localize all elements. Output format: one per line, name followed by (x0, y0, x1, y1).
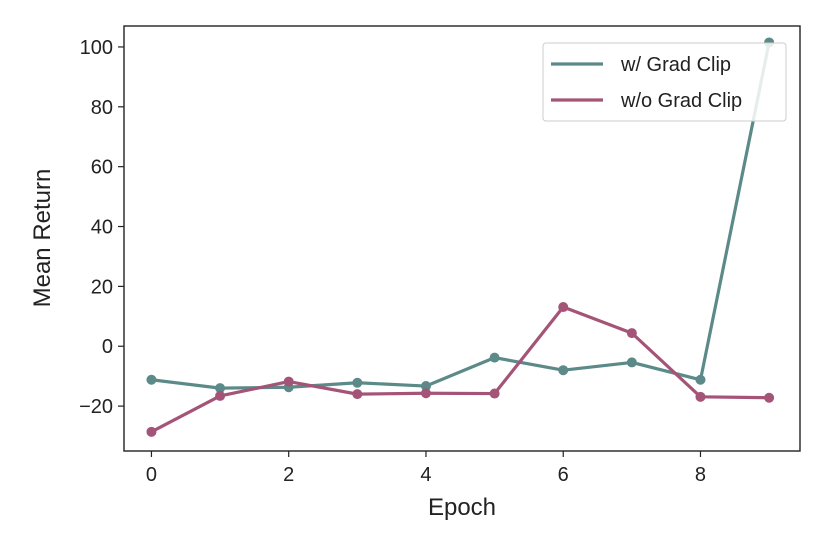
y-axis-title: Mean Return (29, 169, 56, 308)
data-point (420, 388, 431, 399)
legend: w/ Grad Clip w/o Grad Clip (542, 42, 787, 122)
x-tick-label: 4 (420, 464, 431, 486)
data-point (283, 376, 294, 387)
series-line-w-o-grad-clip (149, 305, 771, 434)
y-tick-label: 40 (91, 217, 113, 239)
legend-label: w/ Grad Clip (620, 54, 731, 76)
y-axis-ticks: −20 0 20 40 60 80 100 (79, 37, 124, 418)
y-tick-label: 60 (91, 157, 113, 179)
data-point (146, 374, 157, 385)
data-point (146, 426, 157, 437)
x-axis-title: Epoch (428, 494, 496, 521)
x-tick-label: 6 (558, 464, 569, 486)
y-tick-label: 20 (91, 276, 113, 298)
data-point (352, 377, 363, 388)
x-tick-label: 8 (695, 464, 706, 486)
data-point (215, 383, 226, 394)
data-point (558, 365, 569, 376)
data-point (215, 390, 226, 401)
legend-label: w/o Grad Clip (620, 90, 742, 112)
data-point (626, 357, 637, 368)
data-point (695, 374, 706, 385)
plot-frame (123, 25, 801, 452)
data-point (764, 392, 775, 403)
y-tick-label: 100 (80, 37, 113, 59)
y-tick-label: 80 (91, 97, 113, 119)
x-tick-label: 0 (146, 464, 157, 486)
data-point (420, 381, 431, 392)
legend-box (542, 42, 787, 122)
y-tick-label: −20 (79, 396, 113, 418)
data-point (695, 391, 706, 402)
data-point (352, 389, 363, 400)
series-w-o-grad-clip (146, 302, 775, 437)
data-point (489, 352, 500, 363)
data-point (489, 388, 500, 399)
x-tick-label: 2 (283, 464, 294, 486)
x-axis-ticks: 0 2 4 6 8 (146, 451, 706, 486)
y-tick-label: 0 (102, 336, 113, 358)
data-point (626, 328, 637, 339)
data-point (558, 302, 569, 313)
series-layer (146, 37, 775, 437)
